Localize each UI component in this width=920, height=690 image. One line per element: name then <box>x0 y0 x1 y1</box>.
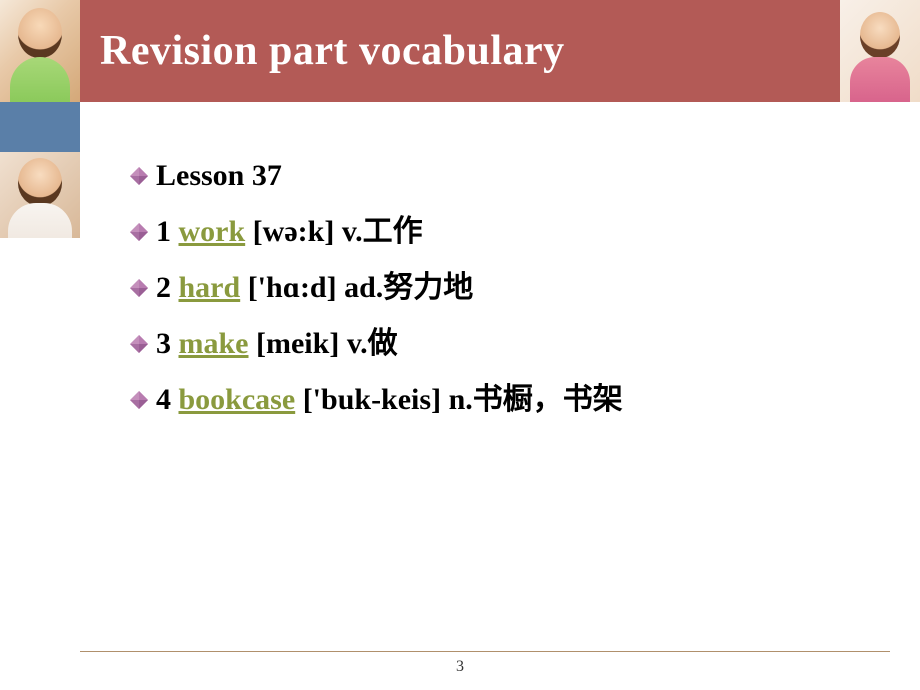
word-link[interactable]: make <box>179 327 249 360</box>
header-title-block: Revision part vocabulary <box>80 0 840 102</box>
item-pos: n. <box>449 383 473 416</box>
item-phon: [meik] <box>256 327 339 360</box>
item-def: 工作 <box>363 215 423 248</box>
header-photo-right <box>840 0 920 102</box>
diamond-bullet-icon <box>130 223 148 241</box>
lesson-label: Lesson 37 <box>156 155 282 197</box>
vocab-line: 1 work [wə:k] v.工作 <box>130 211 890 253</box>
diamond-bullet-icon <box>130 167 148 185</box>
item-phon: [wə:k] <box>253 215 335 248</box>
word-link[interactable]: work <box>179 215 246 248</box>
item-num: 3 <box>156 327 171 360</box>
word-link[interactable]: bookcase <box>179 383 296 416</box>
item-phon: ['hɑ:d] <box>248 271 337 304</box>
sidebar-photo <box>0 152 80 238</box>
footer-divider <box>80 651 890 652</box>
item-num: 1 <box>156 215 171 248</box>
diamond-bullet-icon <box>130 279 148 297</box>
item-def: 书橱，书架 <box>473 383 623 416</box>
sidebar-blue-block <box>0 102 80 152</box>
item-pos: ad. <box>344 271 383 304</box>
item-pos: v. <box>342 215 363 248</box>
vocab-line: 4 bookcase ['buk-keis] n.书橱，书架 <box>130 379 890 421</box>
page-number: 3 <box>0 658 920 676</box>
item-num: 4 <box>156 383 171 416</box>
vocab-line: 2 hard ['hɑ:d] ad.努力地 <box>130 267 890 309</box>
content-area: Lesson 37 1 work [wə:k] v.工作 2 hard ['h <box>130 155 890 435</box>
diamond-bullet-icon <box>130 391 148 409</box>
diamond-bullet-icon <box>130 335 148 353</box>
item-pos: v. <box>347 327 368 360</box>
item-phon: ['buk-keis] <box>303 383 441 416</box>
item-num: 2 <box>156 271 171 304</box>
vocab-text: 4 bookcase ['buk-keis] n.书橱，书架 <box>156 379 623 421</box>
lesson-line: Lesson 37 <box>130 155 890 197</box>
vocab-text: 3 make [meik] v.做 <box>156 323 398 365</box>
item-def: 做 <box>368 327 398 360</box>
header-bar: Revision part vocabulary <box>0 0 920 102</box>
header-photo-left <box>0 0 80 102</box>
item-def: 努力地 <box>383 271 473 304</box>
vocab-line: 3 make [meik] v.做 <box>130 323 890 365</box>
vocab-text: 2 hard ['hɑ:d] ad.努力地 <box>156 267 473 309</box>
vocab-text: 1 work [wə:k] v.工作 <box>156 211 423 253</box>
slide-title: Revision part vocabulary <box>100 27 565 75</box>
word-link[interactable]: hard <box>179 271 241 304</box>
